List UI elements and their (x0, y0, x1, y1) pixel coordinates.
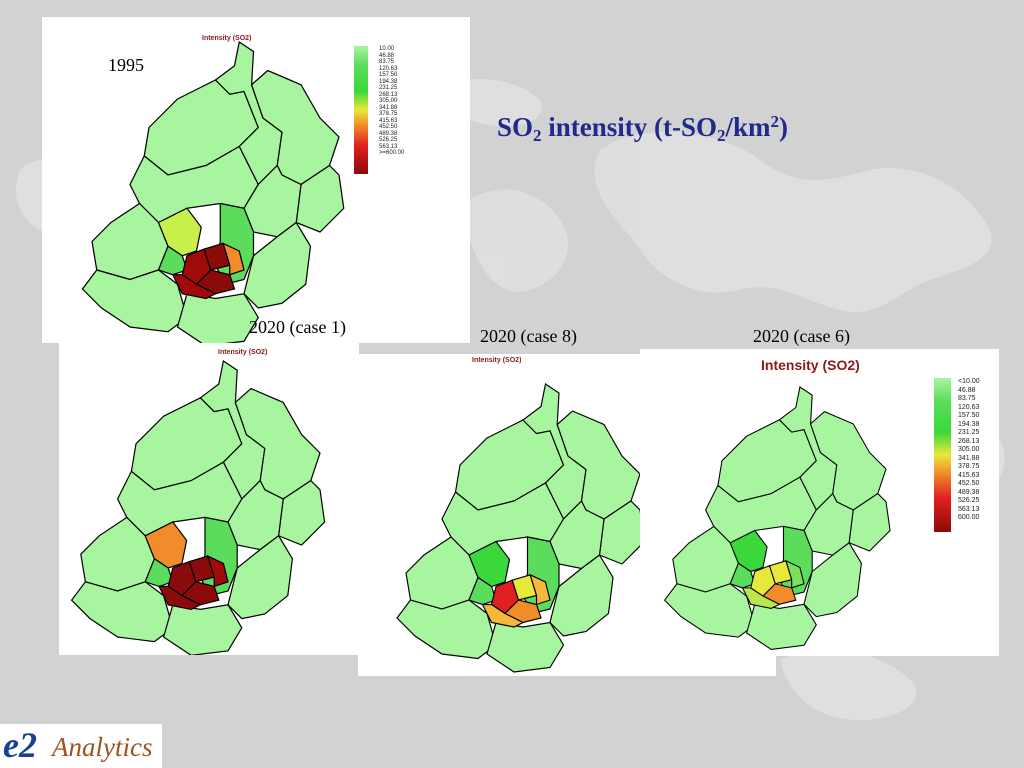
legend-label: 378.75 (379, 111, 398, 117)
map-title: Intensity (SO2) (761, 357, 860, 373)
legend-label: 157.50 (379, 72, 398, 78)
legend-color-bar (934, 378, 951, 532)
logo-analytics: Analytics (52, 732, 153, 762)
legend-labels: <10.00 46.88 83.75 120.63 157.50 194.38 … (958, 378, 980, 523)
heading-text: SO (497, 112, 534, 142)
legend-label: 341.88 (958, 454, 980, 462)
map-title: Intensity (SO2) (202, 35, 252, 42)
legend-label: 305.00 (379, 98, 398, 104)
legend-label: 452.50 (379, 124, 398, 130)
legend-label: 489.38 (379, 130, 398, 137)
legend-label: 415.63 (958, 471, 980, 479)
legend-label: 120.63 (958, 403, 980, 411)
heading-text: /km (725, 112, 771, 142)
legend-labels: 10.00 46.88 83.75 120.63 157.50 194.38 2… (379, 46, 404, 157)
beijing-district-map-1995 (81, 40, 345, 343)
legend-label: 157.50 (958, 412, 980, 419)
district-tongzhou (243, 221, 312, 309)
heading-superscript: 2 (770, 112, 780, 131)
district-daxing (176, 293, 259, 343)
district-fengtai (171, 274, 217, 300)
legend-label: 378.75 (958, 463, 980, 470)
legend-label: 10.00 (379, 46, 395, 52)
legend-label: 194.38 (379, 78, 398, 85)
map-title: Intensity (SO2) (472, 357, 522, 364)
legend-label: <10.00 (958, 378, 980, 385)
district-fangshan (81, 269, 188, 333)
slide-heading: SO2 intensity (t-SO2/km2) (497, 112, 788, 146)
legend-label: 563.13 (379, 143, 398, 150)
e2-analytics-logo: e2 Analytics (0, 724, 162, 768)
map-panel-1995: Intensity (SO2) 10.00 46.88 83.75 120.63… (42, 17, 470, 343)
legend-label: 489.38 (958, 488, 980, 496)
legend-label: 268.13 (379, 91, 398, 98)
logo-e2: e2 (3, 725, 37, 765)
legend-label: 46.88 (379, 52, 395, 59)
legend-label: 268.13 (958, 437, 980, 445)
legend-label: 305.00 (958, 446, 980, 453)
map-label-2020-case8: 2020 (case 8) (480, 326, 577, 346)
legend-label: 600.00 (958, 514, 980, 521)
heading-text: intensity (t-SO (541, 112, 718, 142)
legend-label: 341.88 (379, 104, 398, 111)
map-label-1995: 1995 (108, 55, 144, 75)
district-chaoyang (222, 242, 245, 276)
map-panel-2020-case1: Intensity (SO2) (59, 343, 359, 655)
legend-label: 83.75 (379, 59, 395, 65)
legend-label: 563.13 (958, 505, 980, 513)
map-label-2020-case6: 2020 (case 6) (753, 326, 850, 346)
beijing-district-map-2020-case8 (396, 383, 646, 673)
legend-label: 231.25 (958, 429, 980, 436)
map-label-2020-case1: 2020 (case 1) (249, 317, 346, 337)
legend-label: >=600.00 (379, 150, 405, 156)
map-title: Intensity (SO2) (218, 349, 268, 356)
legend-label: 526.25 (379, 137, 398, 143)
beijing-district-map-2020-case6 (663, 386, 891, 650)
heading-text: ) (779, 112, 789, 142)
heading-subscript: 2 (717, 126, 726, 145)
heading-subscript: 2 (533, 126, 542, 145)
legend-label: 194.38 (958, 420, 980, 428)
legend-label: 415.63 (379, 117, 398, 124)
legend-label: 231.25 (379, 85, 398, 91)
legend-label: 46.88 (958, 386, 976, 394)
legend-label: 83.75 (958, 395, 976, 402)
legend-label: 526.25 (958, 497, 980, 504)
map-panel-2020-case6: Intensity (SO2) <10.00 46.88 83.75 120.6… (640, 349, 999, 656)
legend-label: 452.50 (958, 480, 980, 487)
beijing-district-map-2020-case1 (70, 360, 326, 655)
legend-label: 120.63 (379, 65, 398, 72)
legend-color-bar (354, 46, 368, 174)
district-shijingshan (157, 245, 188, 276)
